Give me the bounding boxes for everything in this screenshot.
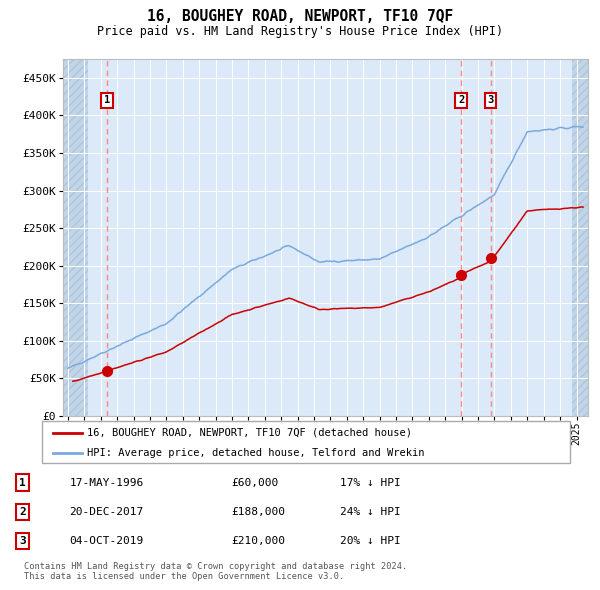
Text: 24% ↓ HPI: 24% ↓ HPI xyxy=(340,507,401,517)
Text: Contains HM Land Registry data © Crown copyright and database right 2024.
This d: Contains HM Land Registry data © Crown c… xyxy=(24,562,407,581)
Text: HPI: Average price, detached house, Telford and Wrekin: HPI: Average price, detached house, Telf… xyxy=(87,448,424,457)
Text: 3: 3 xyxy=(19,536,26,546)
Bar xyxy=(63,59,88,416)
Text: 04-OCT-2019: 04-OCT-2019 xyxy=(70,536,144,546)
Text: 1: 1 xyxy=(104,96,110,106)
Text: £188,000: £188,000 xyxy=(231,507,285,517)
Bar xyxy=(572,59,588,416)
Text: 1: 1 xyxy=(19,477,26,487)
Text: 17-MAY-1996: 17-MAY-1996 xyxy=(70,477,144,487)
Text: 20% ↓ HPI: 20% ↓ HPI xyxy=(340,536,401,546)
Text: 16, BOUGHEY ROAD, NEWPORT, TF10 7QF: 16, BOUGHEY ROAD, NEWPORT, TF10 7QF xyxy=(147,9,453,24)
Text: 2: 2 xyxy=(19,507,26,517)
Text: 20-DEC-2017: 20-DEC-2017 xyxy=(70,507,144,517)
Text: £60,000: £60,000 xyxy=(231,477,278,487)
Text: 2: 2 xyxy=(458,96,464,106)
Text: 3: 3 xyxy=(487,96,494,106)
Text: 17% ↓ HPI: 17% ↓ HPI xyxy=(340,477,401,487)
Text: 16, BOUGHEY ROAD, NEWPORT, TF10 7QF (detached house): 16, BOUGHEY ROAD, NEWPORT, TF10 7QF (det… xyxy=(87,428,412,438)
Text: Price paid vs. HM Land Registry's House Price Index (HPI): Price paid vs. HM Land Registry's House … xyxy=(97,25,503,38)
FancyBboxPatch shape xyxy=(42,421,570,463)
Text: £210,000: £210,000 xyxy=(231,536,285,546)
